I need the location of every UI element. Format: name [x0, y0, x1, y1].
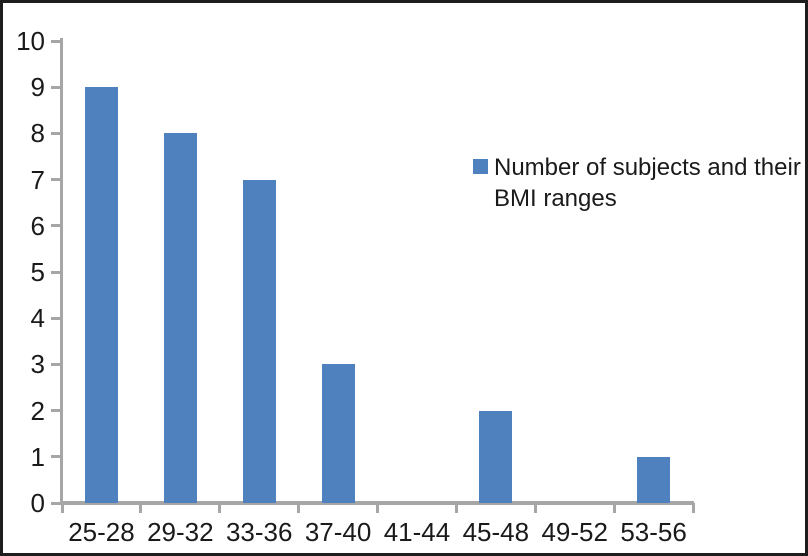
y-axis-tick-label: 7	[30, 164, 45, 195]
x-axis-tick	[454, 503, 458, 513]
bar-29-32	[163, 133, 197, 503]
y-axis-tick	[51, 178, 60, 182]
y-axis-tick-label: 6	[30, 210, 45, 241]
x-axis-tick	[139, 503, 143, 513]
legend-swatch-icon	[473, 159, 488, 174]
x-axis-tick	[691, 503, 695, 513]
y-axis-tick-label: 2	[30, 395, 45, 426]
y-axis-tick-label: 0	[30, 488, 45, 518]
x-axis-category-label: 37-40	[304, 517, 372, 547]
x-axis-category-label: 53-56	[620, 517, 687, 547]
y-axis-tick	[51, 39, 60, 43]
y-axis-tick-label: 9	[30, 72, 45, 103]
x-axis-category-label: 49-52	[541, 517, 608, 547]
y-axis-tick	[51, 409, 60, 413]
x-axis-tick	[60, 503, 64, 513]
plot-area: 0 1 2 3 4 5 6 7 8 9 10 25-28 29-32 33-36 37-40 41-44 45-…	[3, 3, 805, 553]
bar-53-56	[637, 456, 671, 503]
y-axis-tick	[51, 316, 60, 320]
y-axis-tick-label: 3	[30, 349, 45, 380]
x-axis-tick	[376, 503, 379, 513]
x-axis-tick	[297, 503, 301, 513]
x-axis-category-label: 29-32	[147, 517, 214, 547]
y-axis-tick	[51, 362, 60, 366]
y-axis-tick	[51, 270, 60, 274]
y-axis-tick-label: 8	[30, 118, 45, 149]
y-axis-tick-label: 4	[30, 303, 45, 334]
bar-45-48	[479, 410, 513, 503]
y-axis-tick	[51, 85, 60, 89]
legend-label: Number of subjects and their BMI ranges	[494, 154, 801, 212]
y-axis-tick	[51, 224, 60, 228]
y-axis-tick-label: 10	[16, 26, 45, 56]
bar-37-40	[321, 364, 355, 503]
y-axis-tick	[51, 131, 60, 135]
x-axis-category-label: 25-28	[68, 517, 135, 547]
chart-legend: Number of subjects and their BMI ranges	[473, 152, 803, 214]
y-axis-tick-label: 5	[30, 257, 45, 287]
bar-25-28	[84, 87, 118, 503]
y-axis-tick-label: 1	[30, 441, 45, 472]
x-axis-tick	[533, 503, 537, 513]
x-axis-category-label: 41-44	[383, 517, 451, 547]
y-axis-tick	[51, 455, 60, 459]
y-axis-line	[60, 38, 63, 505]
bar-33-36	[242, 179, 276, 503]
x-axis-category-label: 45-48	[462, 517, 530, 547]
x-axis-tick	[612, 503, 616, 513]
x-axis-category-label: 33-36	[225, 517, 293, 547]
y-axis-tick	[51, 501, 60, 505]
x-axis-tick	[218, 503, 222, 513]
